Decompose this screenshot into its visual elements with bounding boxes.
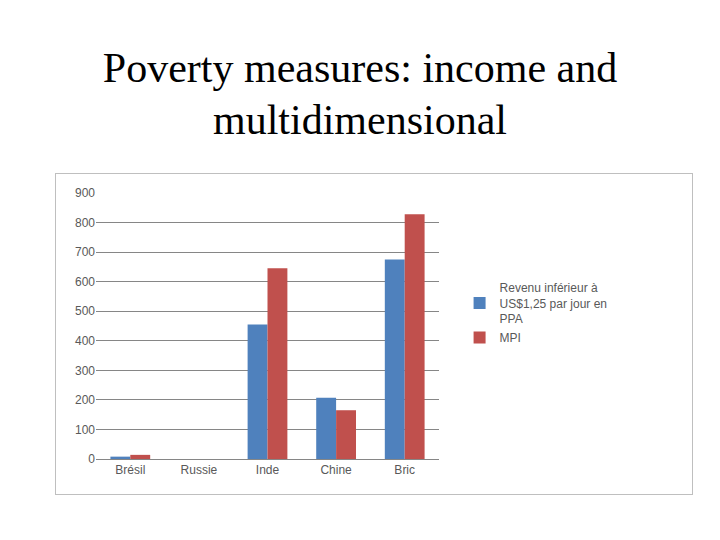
svg-text:700: 700 [75, 245, 95, 259]
svg-text:Inde: Inde [256, 463, 280, 477]
svg-text:500: 500 [75, 304, 95, 318]
svg-text:400: 400 [75, 334, 95, 348]
svg-text:Russie: Russie [181, 463, 218, 477]
html-text:Poverty measures: income and: Poverty measures: income and [102, 45, 618, 91]
html-text:multidimensional: multidimensional [213, 97, 507, 143]
svg-text:900: 900 [75, 186, 95, 200]
svg-text:300: 300 [75, 364, 95, 378]
svg-text:Bric: Bric [394, 463, 415, 477]
svg-text:800: 800 [75, 216, 95, 230]
svg-text:600: 600 [75, 275, 95, 289]
svg-text:200: 200 [75, 393, 95, 407]
svg-text:Revenu inférieur àUS$1,25 par: Revenu inférieur àUS$1,25 par jour enPPA [500, 281, 607, 326]
svg-text:Chine: Chine [320, 463, 352, 477]
svg-text:100: 100 [75, 423, 95, 437]
svg-text:0: 0 [88, 452, 95, 466]
svg-text:MPI: MPI [500, 331, 521, 345]
svg-text:Brésil: Brésil [115, 463, 145, 477]
